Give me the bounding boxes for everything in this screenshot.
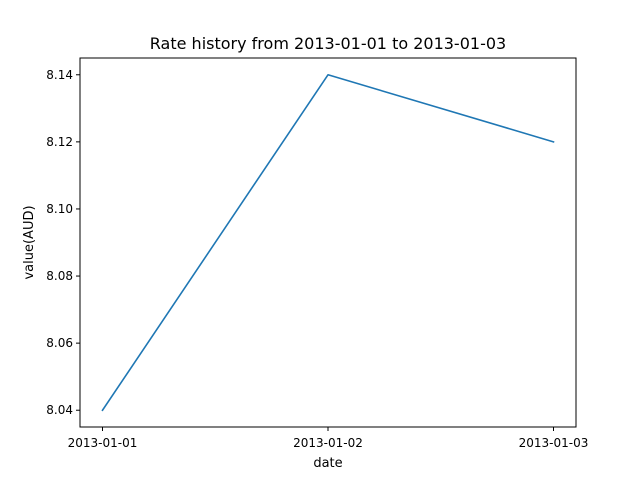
x-axis-label: date xyxy=(313,456,342,471)
y-tick-label: 8.04 xyxy=(46,403,73,417)
y-axis-label: value(AUD) xyxy=(22,205,37,279)
x-tick-label: 2013-01-03 xyxy=(519,436,589,450)
x-tick-label: 2013-01-01 xyxy=(68,436,138,450)
y-tick-label: 8.14 xyxy=(46,68,73,82)
chart-title: Rate history from 2013-01-01 to 2013-01-… xyxy=(150,34,506,53)
y-axis: 8.04 8.06 8.08 8.10 8.12 8.14 xyxy=(46,68,80,417)
plot-area xyxy=(101,73,555,412)
y-tick-label: 8.06 xyxy=(46,336,73,350)
y-tick-label: 8.08 xyxy=(46,269,73,283)
y-tick-label: 8.10 xyxy=(46,202,73,216)
y-tick-label: 8.12 xyxy=(46,135,73,149)
x-axis: 2013-01-01 2013-01-02 2013-01-03 xyxy=(68,427,589,450)
x-tick-label: 2013-01-02 xyxy=(293,436,363,450)
